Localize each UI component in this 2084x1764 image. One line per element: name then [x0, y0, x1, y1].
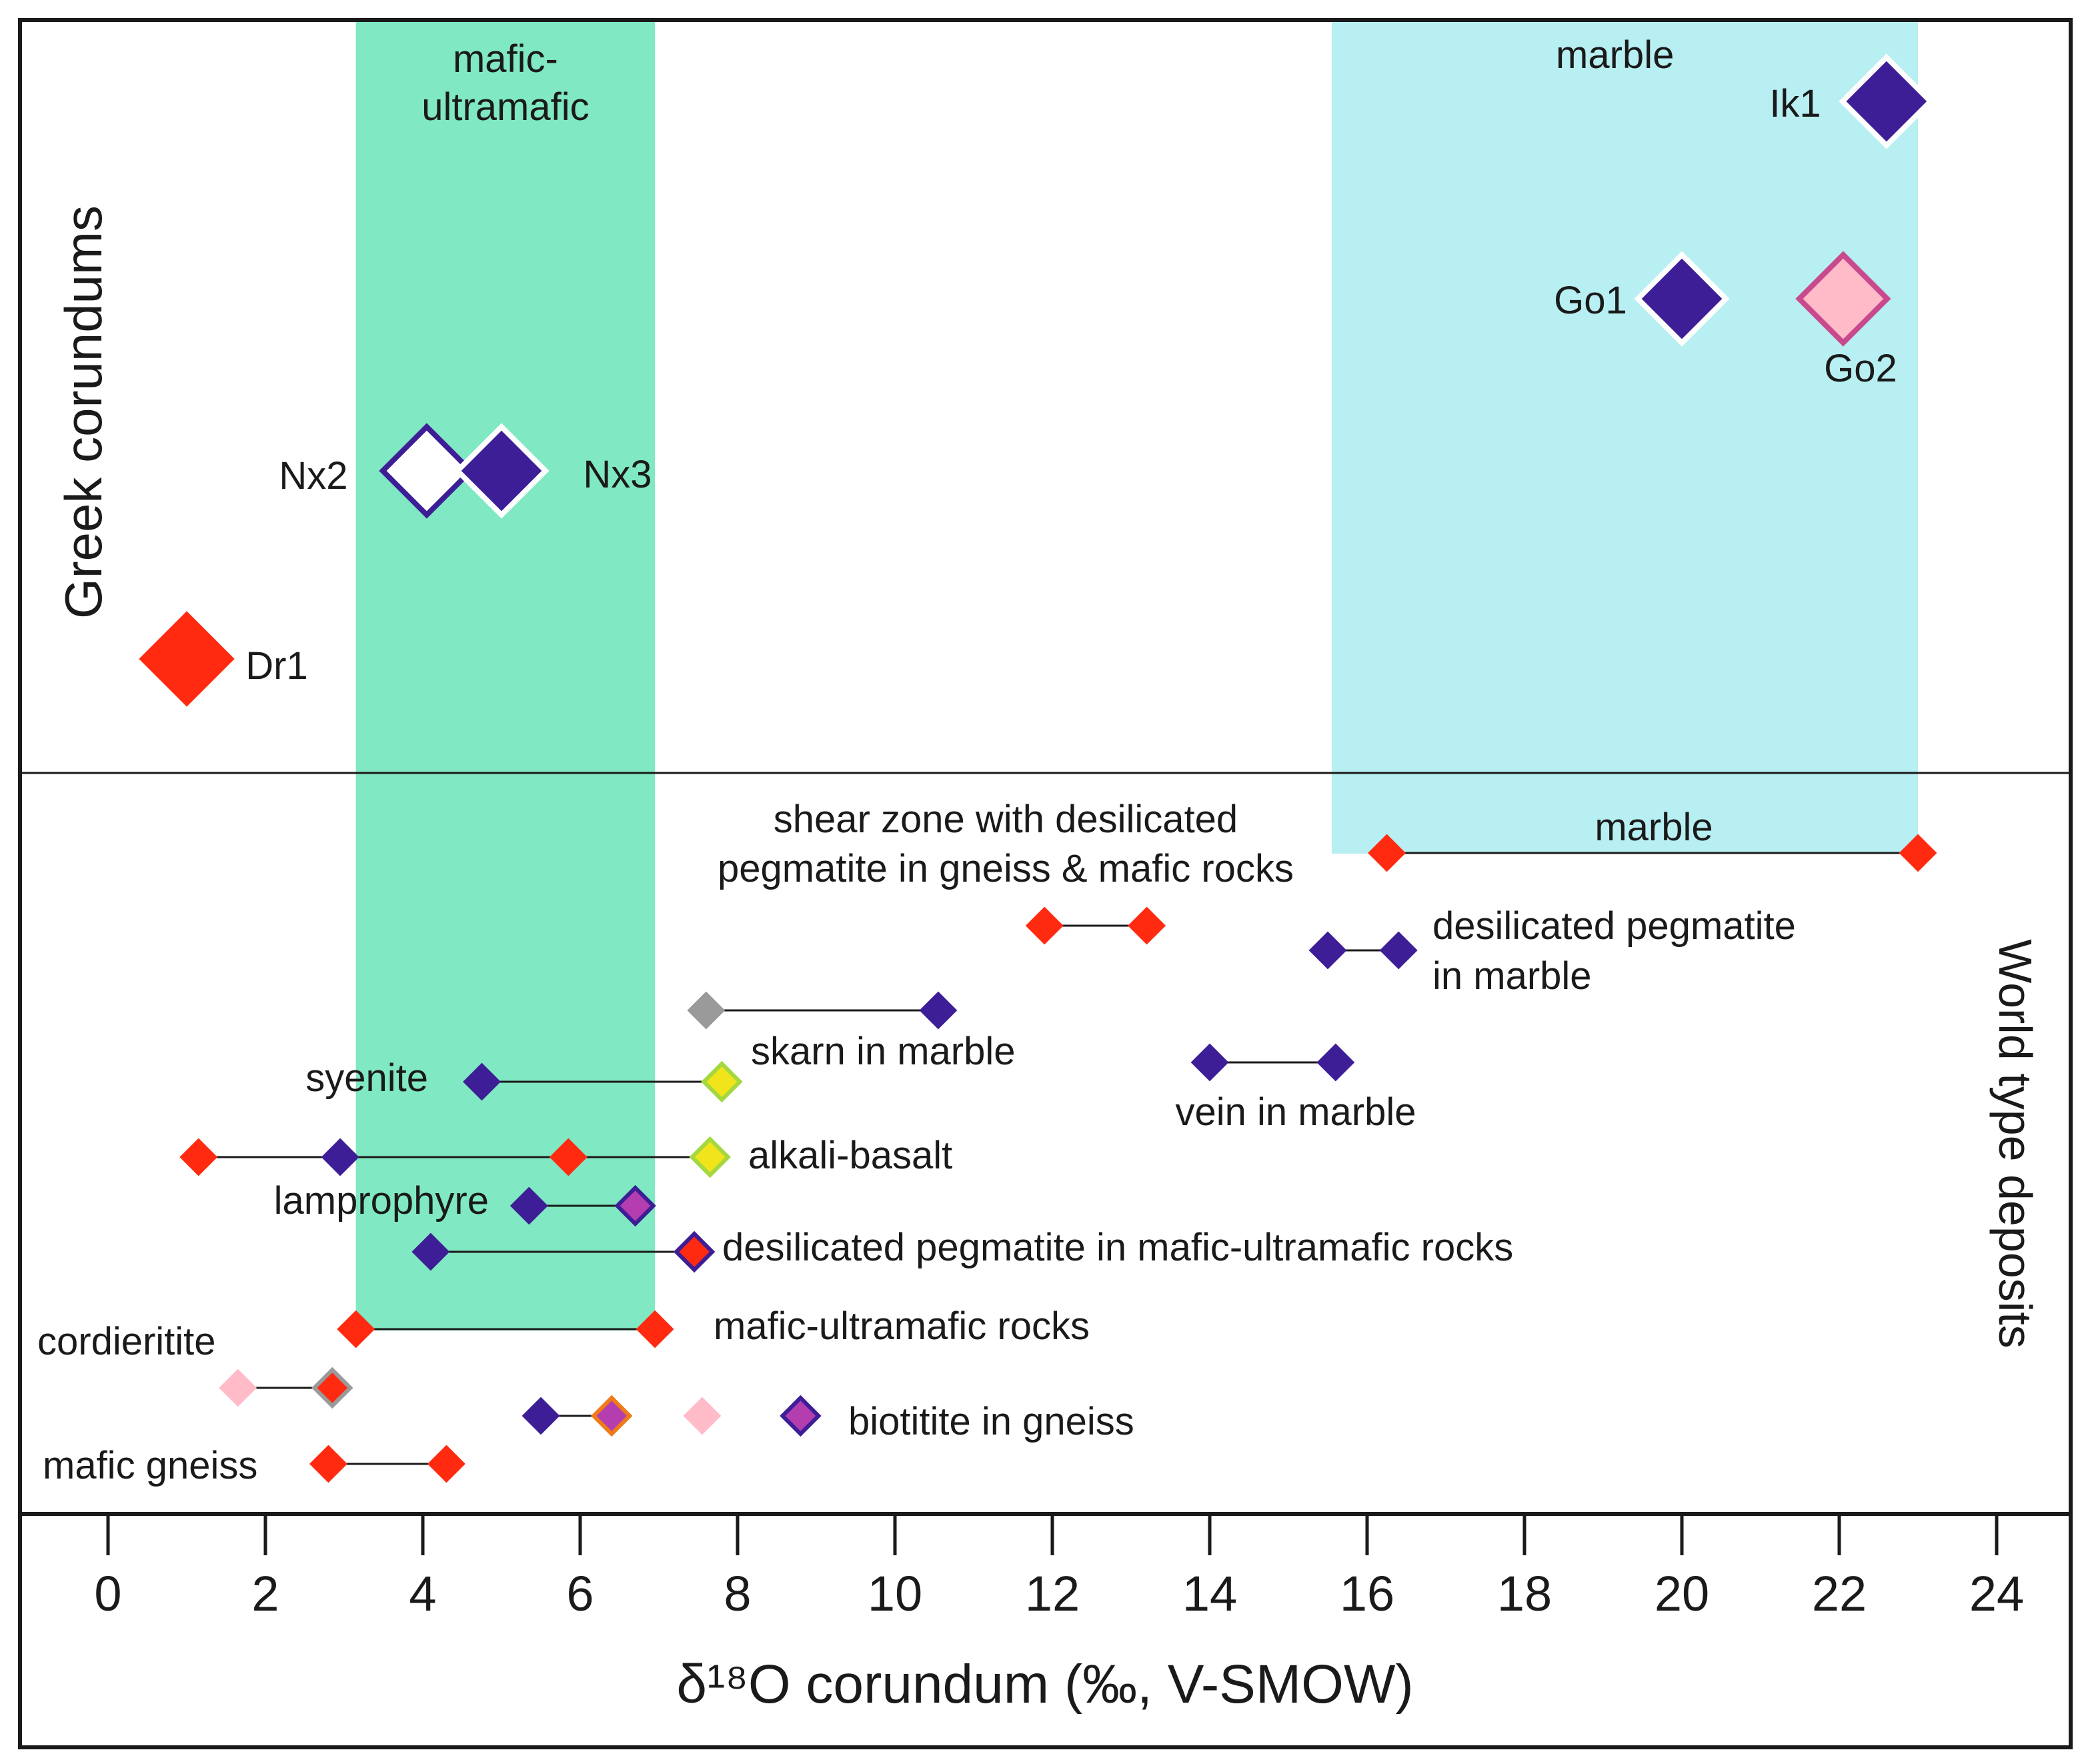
frame-layer	[18, 18, 2073, 1749]
deposit-label-cordieritite: cordieritite	[37, 1320, 216, 1363]
sample-marker-ik1	[1839, 53, 1935, 149]
deposit-marker-biotitite-in-gneiss-extra-1	[780, 1395, 822, 1437]
sample-label-go1: Go1	[1554, 279, 1627, 322]
deposit-marker-desilicated-pegmatite-in-mafic-ultramafic-rocks-1	[673, 1230, 716, 1273]
x-tick-label-14: 14	[1182, 1566, 1237, 1621]
band-mafic-ultramafic	[355, 22, 656, 1331]
x-tick-label-18: 18	[1497, 1566, 1552, 1621]
x-tick-label-10: 10	[868, 1566, 922, 1621]
band-label-marble: marble	[1556, 33, 1674, 77]
outer-frame	[18, 18, 2073, 1749]
deposit-label-desilicated-pegmatite-in-marble-line2: in marble	[1432, 954, 1592, 998]
sample-label-ik1: Ik1	[1769, 82, 1821, 125]
deposit-label-shear-zone-line1: shear zone with desilicated	[774, 798, 1238, 841]
deposit-marker-mafic-gneiss-1	[427, 1445, 465, 1483]
deposit-marker-desilicated-pegmatite-in-marble-1	[1379, 931, 1418, 970]
deposit-marker-shear-zone-0	[1025, 906, 1064, 945]
sample-label-nx2: Nx2	[279, 454, 347, 498]
x-tick-label-8: 8	[724, 1566, 751, 1621]
x-tick-label-6: 6	[566, 1566, 594, 1621]
deposit-label-syenite: syenite	[305, 1056, 428, 1100]
deposit-marker-alkali-basalt-1	[321, 1138, 359, 1176]
x-tick-label-0: 0	[94, 1566, 121, 1621]
deposit-marker-alkali-basalt-3	[689, 1136, 731, 1178]
deposit-marker-skarn-in-marble-0	[687, 991, 726, 1030]
deposit-marker-cordieritite-0	[219, 1369, 257, 1407]
deposit-marker-vein-in-marble-0	[1190, 1043, 1229, 1082]
sample-marker-go1	[1634, 251, 1730, 347]
sample-label-nx3: Nx3	[583, 453, 652, 496]
deposit-label-alkali-basalt: alkali-basalt	[748, 1134, 952, 1177]
deposit-label-shear-zone-line2: pegmatite in gneiss & mafic rocks	[718, 847, 1294, 890]
x-tick-label-16: 16	[1340, 1566, 1394, 1621]
deposit-marker-biotitite-in-gneiss-0	[522, 1397, 560, 1435]
deposit-marker-marble-0	[1368, 834, 1406, 872]
deposit-label-desilicated-pegmatite-in-marble-line1: desilicated pegmatite	[1432, 904, 1796, 948]
deposit-marker-vein-in-marble-1	[1316, 1043, 1355, 1082]
band-marble	[1331, 22, 1918, 854]
deposit-marker-syenite-1	[701, 1060, 743, 1103]
deposit-marker-marble-1	[1899, 834, 1937, 872]
x-tick-label-22: 22	[1812, 1566, 1867, 1621]
deposit-marker-desilicated-pegmatite-in-mafic-ultramafic-rocks-0	[411, 1232, 450, 1271]
x-tick-label-20: 20	[1655, 1566, 1709, 1621]
panel-label-world-type-deposits: World type deposits	[1989, 939, 2041, 1348]
deposit-marker-cordieritite-1	[311, 1367, 353, 1409]
deposit-label-vein-in-marble: vein in marble	[1175, 1090, 1416, 1134]
band-label-mafic-ultramafic-line1: mafic-	[453, 37, 558, 81]
x-tick-label-2: 2	[251, 1566, 279, 1621]
x-axis-title: δ¹⁸O corundum (‰, V-SMOW)	[676, 1654, 1413, 1715]
deposit-marker-alkali-basalt-2	[549, 1138, 588, 1176]
deposit-label-biotitite-in-gneiss: biotitite in gneiss	[848, 1400, 1134, 1443]
deposit-marker-lamprophyre-1	[614, 1184, 656, 1227]
deposit-marker-mafic-gneiss-0	[309, 1445, 347, 1483]
panel-label-greek-corundums: Greek corundums	[54, 205, 113, 619]
deposit-label-mafic-gneiss: mafic gneiss	[43, 1444, 257, 1487]
x-tick-label-12: 12	[1025, 1566, 1080, 1621]
deposit-label-skarn-in-marble: skarn in marble	[751, 1030, 1015, 1073]
deposit-marker-shear-zone-1	[1128, 906, 1166, 945]
deposit-label-lamprophyre: lamprophyre	[274, 1179, 489, 1222]
deposit-marker-mafic-ultramafic-rocks-1	[636, 1310, 674, 1349]
sample-marker-dr1	[139, 611, 235, 707]
deposit-marker-alkali-basalt-0	[179, 1138, 218, 1176]
x-tick-label-4: 4	[409, 1566, 436, 1621]
deposit-marker-biotitite-in-gneiss-extra-0	[683, 1397, 722, 1435]
deposit-marker-skarn-in-marble-1	[919, 991, 958, 1030]
deposit-marker-syenite-0	[463, 1062, 501, 1101]
deposit-label-marble: marble	[1595, 806, 1713, 849]
sample-label-dr1: Dr1	[245, 644, 307, 688]
deposit-marker-desilicated-pegmatite-in-marble-0	[1308, 931, 1347, 970]
sample-marker-nx2	[379, 423, 475, 519]
bands-layer	[355, 22, 1918, 1331]
sample-label-go2: Go2	[1824, 347, 1897, 390]
labels-layer: mafic-ultramafic marble Greek corundums Wor…	[37, 33, 2041, 1487]
deposit-marker-biotitite-in-gneiss-1	[590, 1395, 633, 1437]
deposit-label-mafic-ultramafic-rocks: mafic-ultramafic rocks	[714, 1304, 1090, 1348]
deposit-marker-mafic-ultramafic-rocks-0	[337, 1310, 375, 1349]
deposit-label-desilicated-pegmatite-in-mafic-ultramafic-rocks: desilicated pegmatite in mafic-ultramafi…	[722, 1226, 1513, 1269]
x-tick-label-24: 24	[1969, 1566, 2024, 1621]
sample-marker-go2	[1795, 251, 1891, 347]
deposit-marker-lamprophyre-0	[509, 1186, 548, 1225]
markers-layer	[139, 53, 1937, 1483]
band-label-mafic-ultramafic-line2: ultramafic	[421, 85, 589, 129]
sample-marker-nx3	[453, 423, 550, 519]
